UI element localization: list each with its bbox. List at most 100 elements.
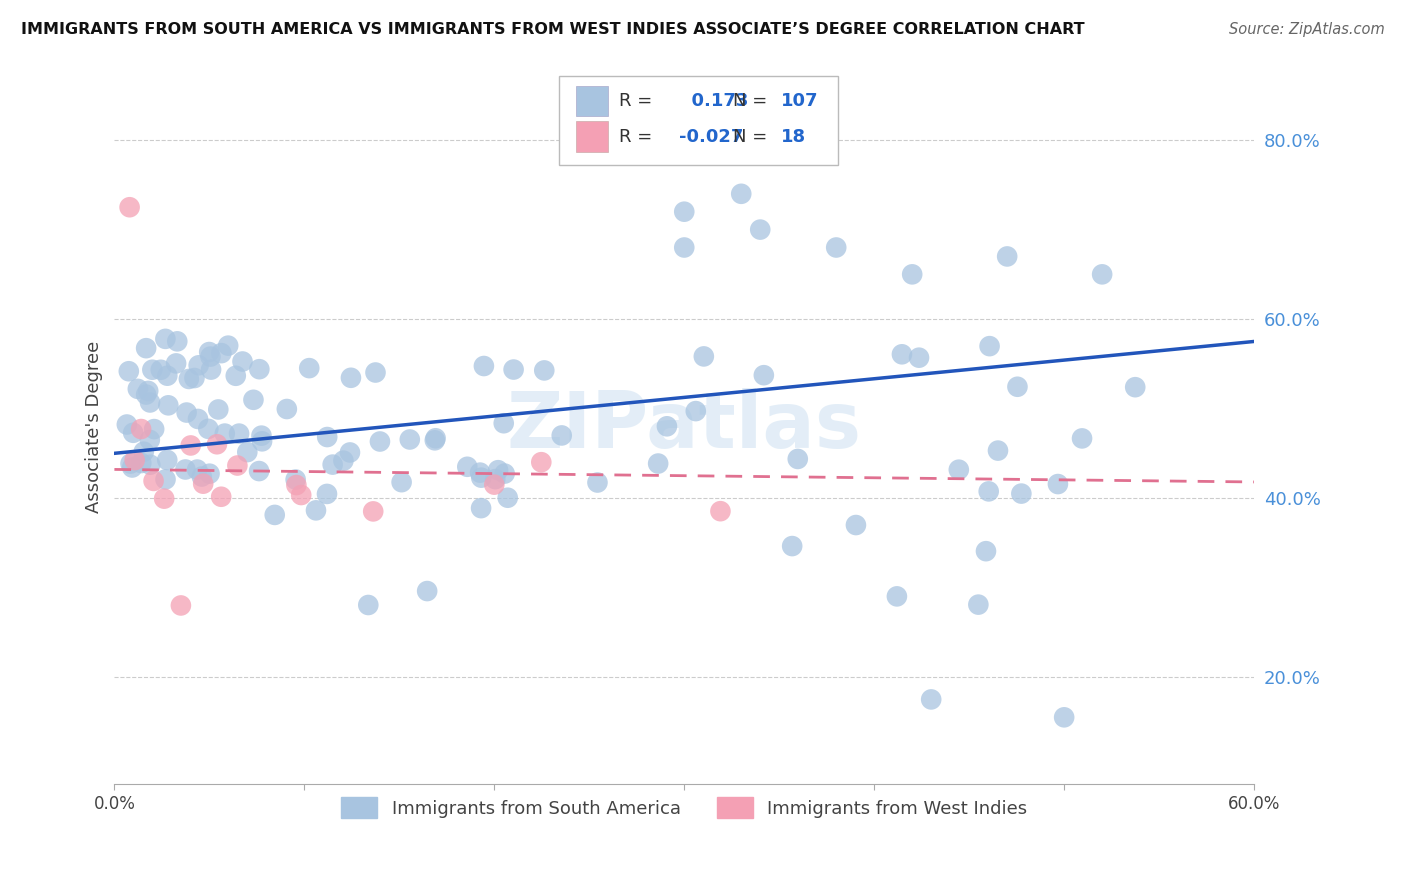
- Point: [1053, 710, 1076, 724]
- Point: [225, 368, 247, 383]
- Point: [332, 453, 354, 467]
- Point: [1046, 477, 1069, 491]
- Point: [156, 368, 179, 383]
- Point: [995, 249, 1018, 263]
- Point: [135, 341, 157, 355]
- Text: 0.173: 0.173: [679, 92, 748, 110]
- Point: [228, 426, 250, 441]
- Point: [250, 434, 273, 449]
- Point: [166, 334, 188, 349]
- Point: [121, 460, 143, 475]
- Point: [156, 453, 179, 467]
- Legend: Immigrants from South America, Immigrants from West Indies: Immigrants from South America, Immigrant…: [333, 790, 1035, 825]
- Point: [132, 444, 155, 458]
- Point: [149, 363, 172, 377]
- Point: [118, 364, 141, 378]
- Text: N =: N =: [734, 128, 768, 145]
- Point: [551, 428, 574, 442]
- Text: -0.027: -0.027: [679, 128, 742, 145]
- Point: [730, 186, 752, 201]
- Point: [242, 392, 264, 407]
- Point: [127, 382, 149, 396]
- Point: [484, 472, 506, 486]
- Point: [284, 473, 307, 487]
- Text: 107: 107: [782, 92, 818, 110]
- Point: [276, 402, 298, 417]
- Point: [207, 402, 229, 417]
- Point: [368, 434, 391, 449]
- Point: [655, 419, 678, 434]
- Point: [120, 457, 142, 471]
- Point: [290, 488, 312, 502]
- Bar: [576, 121, 607, 152]
- Point: [285, 478, 308, 492]
- Point: [484, 477, 506, 491]
- Point: [357, 598, 380, 612]
- Point: [845, 518, 868, 533]
- Point: [183, 371, 205, 385]
- Point: [136, 384, 159, 398]
- Point: [209, 490, 232, 504]
- Point: [209, 346, 232, 360]
- Point: [226, 458, 249, 473]
- Point: [1123, 380, 1146, 394]
- Y-axis label: Associate's Degree: Associate's Degree: [86, 341, 103, 513]
- Point: [298, 361, 321, 376]
- Text: 18: 18: [782, 128, 806, 145]
- Point: [139, 458, 162, 472]
- Point: [305, 503, 328, 517]
- Point: [391, 475, 413, 490]
- Point: [214, 426, 236, 441]
- Point: [250, 428, 273, 442]
- Point: [316, 430, 339, 444]
- Point: [886, 590, 908, 604]
- Point: [187, 359, 209, 373]
- Point: [472, 359, 495, 373]
- Point: [967, 598, 990, 612]
- Point: [948, 463, 970, 477]
- Point: [193, 476, 215, 491]
- Point: [496, 491, 519, 505]
- Point: [749, 222, 772, 236]
- Point: [752, 368, 775, 383]
- Text: ZIPatlas: ZIPatlas: [506, 389, 862, 465]
- Text: R =: R =: [619, 92, 652, 110]
- Point: [118, 200, 141, 214]
- Point: [533, 363, 555, 377]
- Point: [141, 363, 163, 377]
- Point: [143, 422, 166, 436]
- Point: [1071, 431, 1094, 445]
- Point: [486, 463, 509, 477]
- Point: [153, 491, 176, 506]
- Text: N =: N =: [734, 92, 768, 110]
- Point: [157, 398, 180, 412]
- Point: [1091, 268, 1114, 282]
- Point: [780, 539, 803, 553]
- Point: [901, 268, 924, 282]
- Point: [198, 345, 221, 359]
- Point: [122, 425, 145, 440]
- Point: [693, 350, 716, 364]
- Point: [908, 351, 931, 365]
- Point: [187, 412, 209, 426]
- Point: [124, 453, 146, 467]
- Point: [673, 240, 696, 254]
- Point: [247, 362, 270, 376]
- Text: Source: ZipAtlas.com: Source: ZipAtlas.com: [1229, 22, 1385, 37]
- Point: [709, 504, 731, 518]
- Point: [191, 469, 214, 483]
- Point: [155, 472, 177, 486]
- Point: [423, 434, 446, 448]
- Point: [176, 406, 198, 420]
- Point: [470, 470, 492, 484]
- Point: [200, 362, 222, 376]
- Point: [530, 455, 553, 469]
- Point: [129, 422, 152, 436]
- Point: [1010, 486, 1032, 500]
- Point: [139, 433, 162, 447]
- Point: [974, 544, 997, 558]
- Point: [115, 417, 138, 432]
- Point: [456, 459, 478, 474]
- Point: [364, 366, 387, 380]
- Point: [468, 466, 491, 480]
